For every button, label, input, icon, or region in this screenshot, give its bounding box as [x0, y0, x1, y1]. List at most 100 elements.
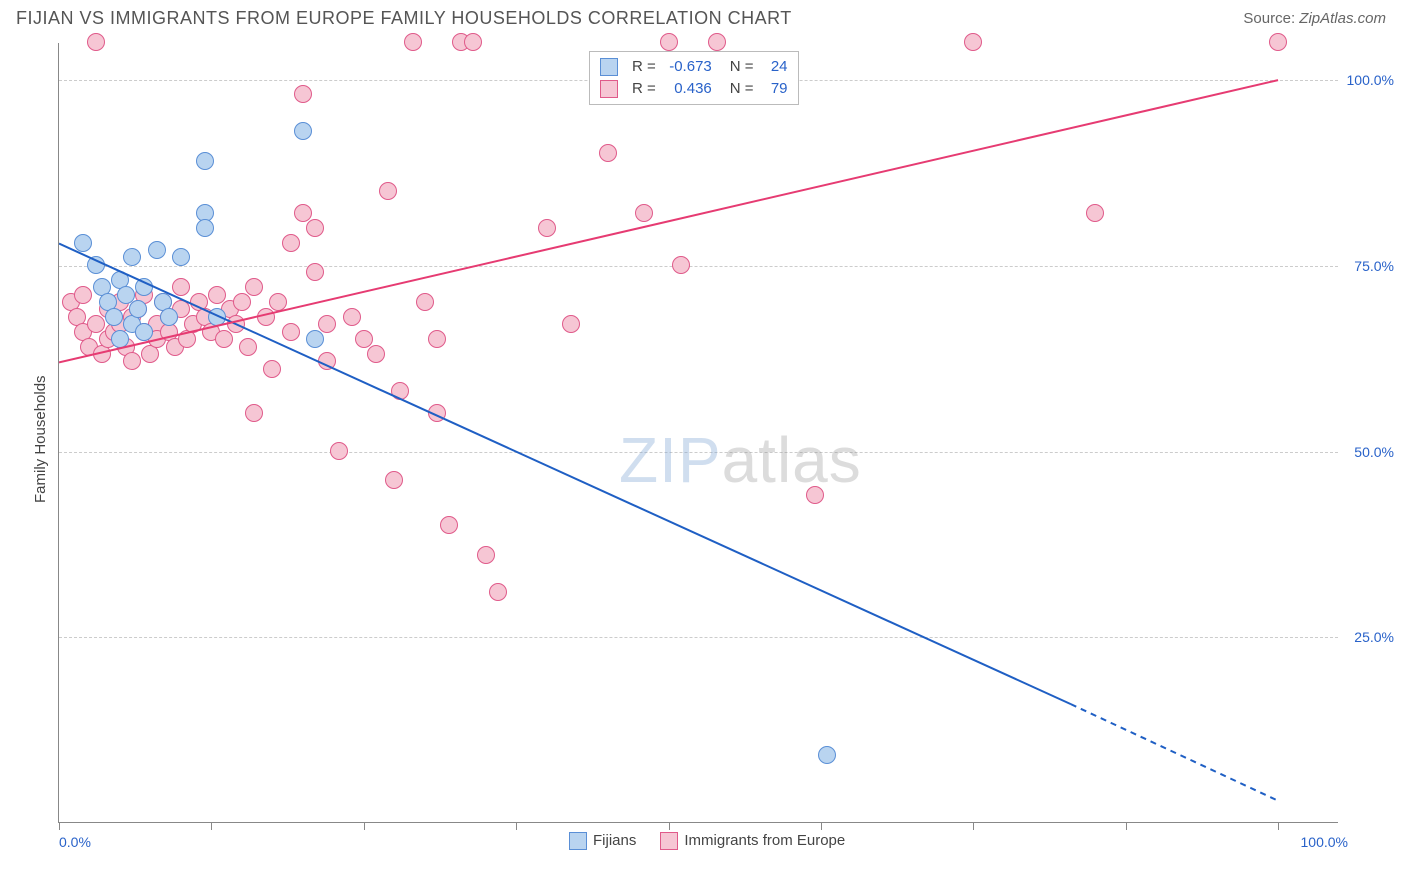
data-point: [263, 360, 281, 378]
stat-r-label: R =: [632, 56, 656, 78]
data-point: [117, 286, 135, 304]
data-point: [306, 263, 324, 281]
data-point: [440, 516, 458, 534]
gridline: [59, 452, 1338, 453]
data-point: [330, 442, 348, 460]
data-point: [294, 122, 312, 140]
data-point: [318, 352, 336, 370]
plot-area: 25.0%50.0%75.0%100.0%0.0%100.0%ZIPatlasR…: [58, 43, 1338, 823]
watermark: ZIPatlas: [619, 423, 862, 497]
data-point: [160, 308, 178, 326]
data-point: [172, 248, 190, 266]
data-point: [74, 286, 92, 304]
correlation-scatter-chart: 25.0%50.0%75.0%100.0%0.0%100.0%ZIPatlasR…: [18, 37, 1348, 827]
data-point: [105, 308, 123, 326]
y-axis-title: Family Households: [32, 375, 49, 503]
data-point: [257, 308, 275, 326]
x-tick: [1278, 822, 1279, 830]
x-tick: [1126, 822, 1127, 830]
data-point: [489, 583, 507, 601]
data-point: [306, 330, 324, 348]
stat-n-label: N =: [730, 56, 754, 78]
data-point: [294, 204, 312, 222]
data-point: [367, 345, 385, 363]
x-tick: [516, 822, 517, 830]
x-max-label: 100.0%: [1301, 834, 1348, 850]
data-point: [477, 546, 495, 564]
data-point: [245, 404, 263, 422]
stats-row: R = 0.436 N = 79: [600, 78, 788, 100]
data-point: [196, 219, 214, 237]
data-point: [148, 241, 166, 259]
legend-swatch: [569, 832, 587, 850]
data-point: [379, 182, 397, 200]
x-tick: [364, 822, 365, 830]
data-point: [672, 256, 690, 274]
x-min-label: 0.0%: [59, 834, 91, 850]
x-tick: [973, 822, 974, 830]
data-point: [208, 308, 226, 326]
data-point: [269, 293, 287, 311]
source-attribution: Source: ZipAtlas.com: [1243, 10, 1386, 27]
data-point: [385, 471, 403, 489]
data-point: [599, 144, 617, 162]
trend-lines: [59, 43, 1339, 823]
x-tick: [669, 822, 670, 830]
data-point: [343, 308, 361, 326]
stat-n-label: N =: [730, 78, 754, 100]
chart-header: FIJIAN VS IMMIGRANTS FROM EUROPE FAMILY …: [0, 0, 1406, 33]
x-tick: [211, 822, 212, 830]
data-point: [239, 338, 257, 356]
data-point: [294, 85, 312, 103]
data-point: [318, 315, 336, 333]
data-point: [87, 256, 105, 274]
data-point: [404, 33, 422, 51]
data-point: [1086, 204, 1104, 222]
stat-n-value: 79: [762, 78, 788, 100]
source-label: Source:: [1243, 10, 1295, 27]
data-point: [428, 330, 446, 348]
data-point: [123, 352, 141, 370]
y-tick-label: 100.0%: [1347, 72, 1394, 88]
legend: Fijians Immigrants from Europe: [569, 832, 845, 850]
data-point: [964, 33, 982, 51]
data-point: [282, 234, 300, 252]
x-tick: [59, 822, 60, 830]
data-point: [818, 746, 836, 764]
stat-r-value: 0.436: [664, 78, 712, 100]
legend-item: Fijians: [569, 832, 636, 850]
data-point: [215, 330, 233, 348]
legend-label: Fijians: [593, 832, 636, 849]
data-point: [129, 300, 147, 318]
data-point: [111, 330, 129, 348]
legend-item: Immigrants from Europe: [660, 832, 845, 850]
data-point: [233, 293, 251, 311]
y-tick-label: 25.0%: [1354, 629, 1394, 645]
chart-title: FIJIAN VS IMMIGRANTS FROM EUROPE FAMILY …: [16, 8, 792, 29]
data-point: [208, 286, 226, 304]
data-point: [428, 404, 446, 422]
y-tick-label: 75.0%: [1354, 258, 1394, 274]
legend-label: Immigrants from Europe: [684, 832, 845, 849]
x-tick: [821, 822, 822, 830]
stat-r-value: -0.673: [664, 56, 712, 78]
data-point: [172, 278, 190, 296]
stats-legend-box: R = -0.673 N = 24 R = 0.436 N = 79: [589, 51, 799, 105]
gridline: [59, 266, 1338, 267]
data-point: [635, 204, 653, 222]
series-swatch: [600, 58, 618, 76]
data-point: [227, 315, 245, 333]
data-point: [1269, 33, 1287, 51]
data-point: [464, 33, 482, 51]
data-point: [806, 486, 824, 504]
stat-r-label: R =: [632, 78, 656, 100]
stat-n-value: 24: [762, 56, 788, 78]
stats-row: R = -0.673 N = 24: [600, 56, 788, 78]
data-point: [538, 219, 556, 237]
data-point: [245, 278, 263, 296]
data-point: [123, 248, 141, 266]
data-point: [660, 33, 678, 51]
data-point: [135, 278, 153, 296]
data-point: [135, 323, 153, 341]
data-point: [391, 382, 409, 400]
